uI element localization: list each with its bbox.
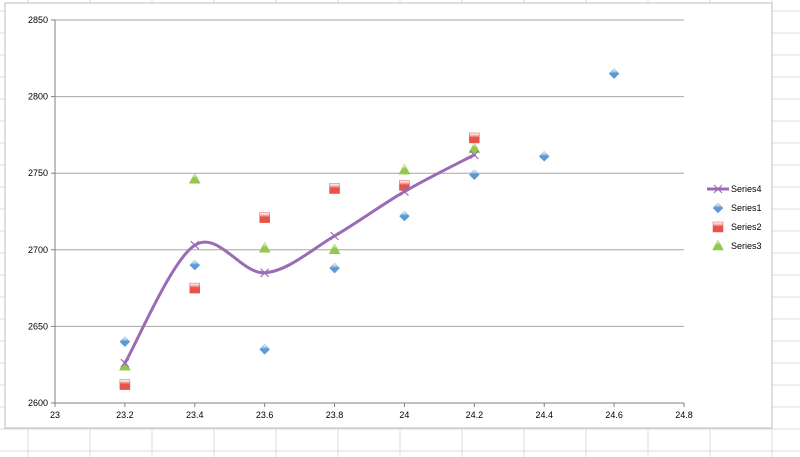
x-tick-label: 24 (399, 410, 409, 420)
x-tick-label: 23.4 (186, 410, 204, 420)
data-point (190, 240, 200, 250)
data-point (259, 212, 270, 223)
legend-swatch (712, 202, 724, 214)
y-tick-label: 2600 (28, 398, 48, 408)
legend-swatch (712, 221, 724, 233)
legend-label: Series3 (731, 241, 762, 251)
x-tick-label: 23.6 (256, 410, 274, 420)
data-point (468, 142, 481, 153)
legend: Series4 Series1 Series2 Series3 (707, 184, 762, 251)
x-tick-label: 23.2 (116, 410, 134, 420)
axes (51, 19, 685, 407)
data-point (469, 150, 479, 160)
legend-item: Series4 (707, 184, 762, 194)
x-tick-label: 24.4 (535, 410, 553, 420)
data-point (468, 169, 480, 181)
chart-area (4, 2, 773, 429)
series-series3 (118, 142, 481, 371)
data-point (538, 150, 550, 162)
data-point (258, 241, 271, 253)
legend-item: Series2 (712, 221, 762, 233)
legend-label: Series1 (731, 203, 762, 213)
legend-swatch (712, 239, 724, 251)
data-point (120, 358, 130, 368)
x-tick-label: 24.6 (605, 410, 623, 420)
x-tick-label: 24.2 (466, 410, 484, 420)
legend-label: Series2 (731, 222, 762, 232)
data-point (329, 262, 340, 274)
series-series2 (119, 132, 480, 390)
y-tick-label: 2700 (28, 245, 48, 255)
series-series4 (120, 150, 479, 368)
y-tick-label: 2800 (28, 92, 48, 102)
legend-item: Series3 (712, 239, 762, 251)
data-point (398, 163, 411, 175)
data-point (400, 187, 409, 197)
data-point (189, 282, 201, 294)
y-tick-label: 2850 (28, 15, 48, 25)
y-tick-label: 2650 (28, 321, 48, 331)
x-tick-labels: 23 23.2 23.4 23.6 23.8 24 24.2 24.4 24.6 24.8 (50, 410, 693, 420)
data-point (259, 344, 271, 355)
gridlines (55, 19, 684, 327)
series-series1 (119, 68, 620, 355)
x-tick-label: 24.8 (675, 410, 693, 420)
data-point (119, 379, 131, 390)
data-point (328, 243, 341, 255)
y-tick-labels: 2600 2650 2700 2750 2800 2850 (28, 15, 48, 408)
data-point (189, 259, 201, 271)
legend-swatch (713, 184, 723, 194)
legend-label: Series4 (731, 184, 762, 194)
data-point (399, 210, 410, 222)
data-point (469, 132, 480, 144)
y-tick-label: 2750 (28, 168, 48, 178)
data-point (119, 336, 131, 348)
x-tick-label: 23.8 (326, 410, 344, 420)
data-point (260, 268, 270, 278)
x-tick-label: 23 (50, 410, 60, 420)
data-point (329, 183, 340, 194)
series-layer (118, 68, 620, 390)
data-point (608, 68, 620, 79)
data-point (188, 172, 201, 184)
legend-item: Series1 (712, 202, 762, 214)
data-point (330, 231, 339, 241)
